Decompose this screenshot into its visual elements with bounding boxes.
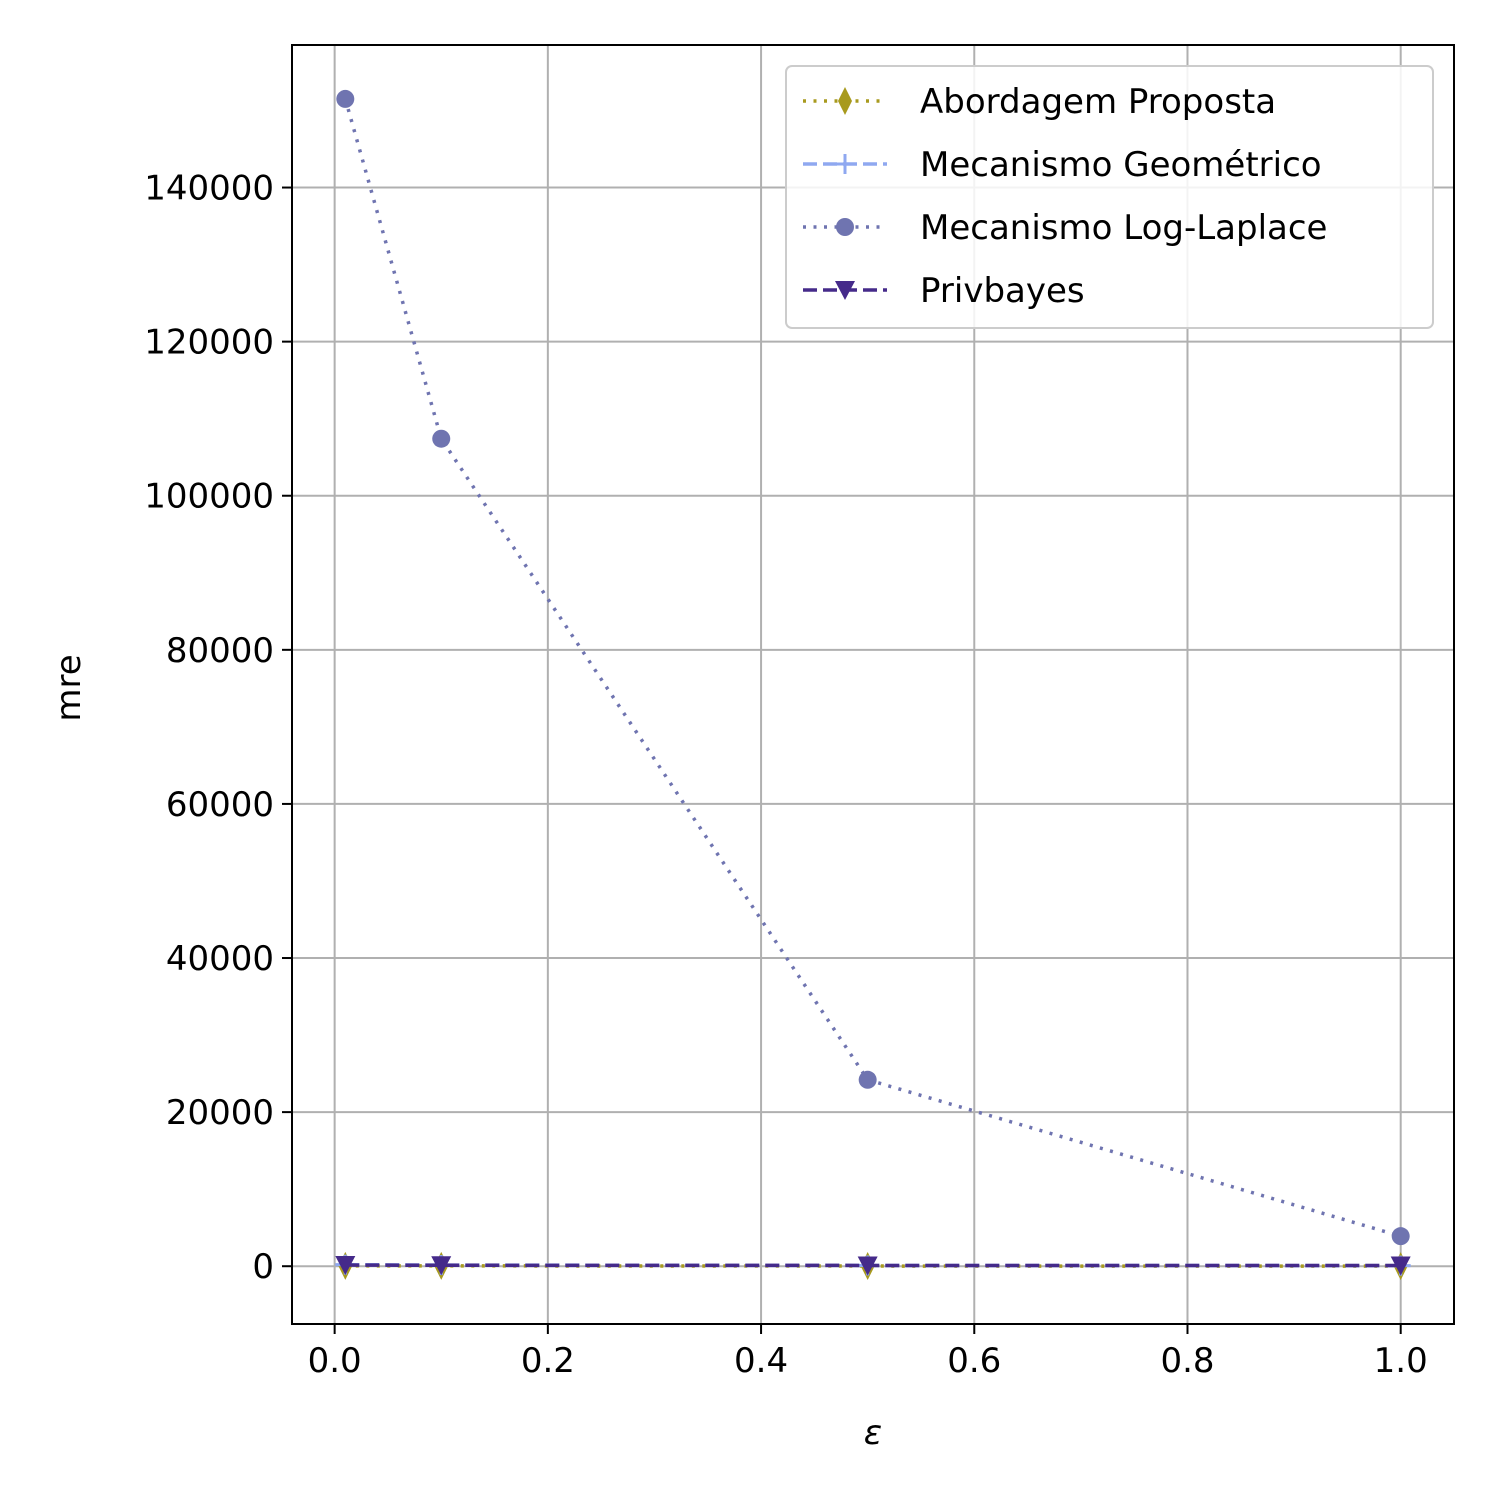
y-tick-label: 140000 bbox=[144, 169, 274, 209]
data-point bbox=[432, 429, 451, 448]
y-tick-label: 40000 bbox=[166, 939, 274, 979]
y-axis-label: mre bbox=[49, 654, 89, 721]
x-tick-label: 0.6 bbox=[947, 1341, 1001, 1381]
x-axis-label: ε bbox=[864, 1413, 882, 1453]
legend-label: Abordagem Proposta bbox=[920, 82, 1276, 122]
data-point bbox=[431, 1256, 452, 1276]
x-tick-label: 0.2 bbox=[521, 1341, 575, 1381]
y-tick-label: 0 bbox=[252, 1247, 274, 1287]
legend-box bbox=[785, 65, 1434, 329]
data-point bbox=[857, 1256, 878, 1276]
x-tick-label: 1.0 bbox=[1374, 1341, 1428, 1381]
y-tick-label: 20000 bbox=[166, 1093, 274, 1133]
y-tick-label: 80000 bbox=[166, 631, 274, 671]
y-axis: 0 20000 40000 60000 80000 100000 120000 140000 bbox=[144, 169, 292, 1287]
series-layer bbox=[335, 89, 1411, 1281]
legend-label: Mecanismo Log-Laplace bbox=[920, 208, 1327, 248]
data-point bbox=[1391, 1227, 1410, 1246]
legend-marker bbox=[836, 218, 854, 236]
x-tick-label: 0.4 bbox=[734, 1341, 788, 1381]
legend-marker bbox=[838, 87, 852, 115]
x-tick-label: 0.0 bbox=[308, 1341, 362, 1381]
y-tick-label: 120000 bbox=[144, 323, 274, 363]
plot-frame bbox=[291, 44, 1455, 1325]
data-point bbox=[335, 1256, 356, 1276]
data-point bbox=[858, 1070, 877, 1089]
series-3 bbox=[335, 1256, 1411, 1276]
x-tick-label: 0.8 bbox=[1160, 1341, 1214, 1381]
series-2 bbox=[336, 89, 1410, 1246]
data-point bbox=[336, 89, 355, 108]
legend-label: Privbayes bbox=[920, 271, 1085, 311]
legend-label: Mecanismo Geométrico bbox=[920, 145, 1322, 185]
legend-marker bbox=[835, 154, 855, 174]
x-axis: 0.0 0.2 0.4 0.6 0.8 1.0 bbox=[308, 1324, 1428, 1381]
y-tick-label: 100000 bbox=[144, 477, 274, 517]
data-point bbox=[1390, 1256, 1411, 1276]
legend-marker bbox=[835, 281, 855, 300]
y-tick-label: 60000 bbox=[166, 785, 274, 825]
legend: Abordagem Proposta Mecanismo Geométrico Me… bbox=[785, 65, 1434, 329]
